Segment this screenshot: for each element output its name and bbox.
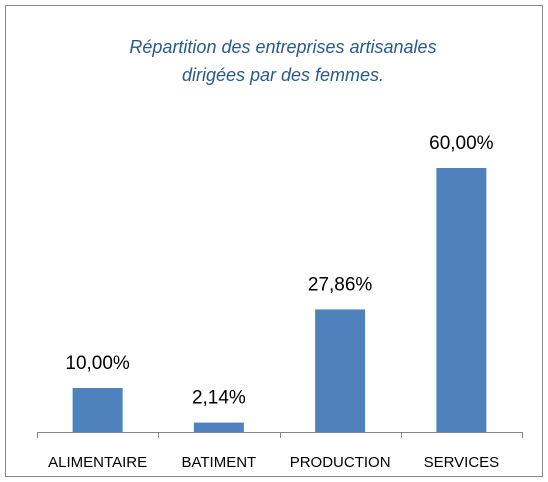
value-label: 27,86% xyxy=(308,274,373,295)
bar xyxy=(315,309,366,432)
bar xyxy=(193,422,244,432)
value-label: 60,00% xyxy=(429,133,494,154)
value-label: 10,00% xyxy=(65,353,130,374)
chart-title: Répartition des entreprises artisanales xyxy=(129,37,436,57)
x-tick-label: SERVICES xyxy=(424,454,500,471)
bar xyxy=(72,388,123,432)
chart-title: dirigées par des femmes. xyxy=(182,65,384,85)
bar xyxy=(436,168,487,432)
value-label: 2,14% xyxy=(192,388,246,409)
x-tick-label: BATIMENT xyxy=(182,454,257,471)
x-tick-label: PRODUCTION xyxy=(290,454,391,471)
x-tick-label: ALIMENTAIRE xyxy=(48,454,147,471)
